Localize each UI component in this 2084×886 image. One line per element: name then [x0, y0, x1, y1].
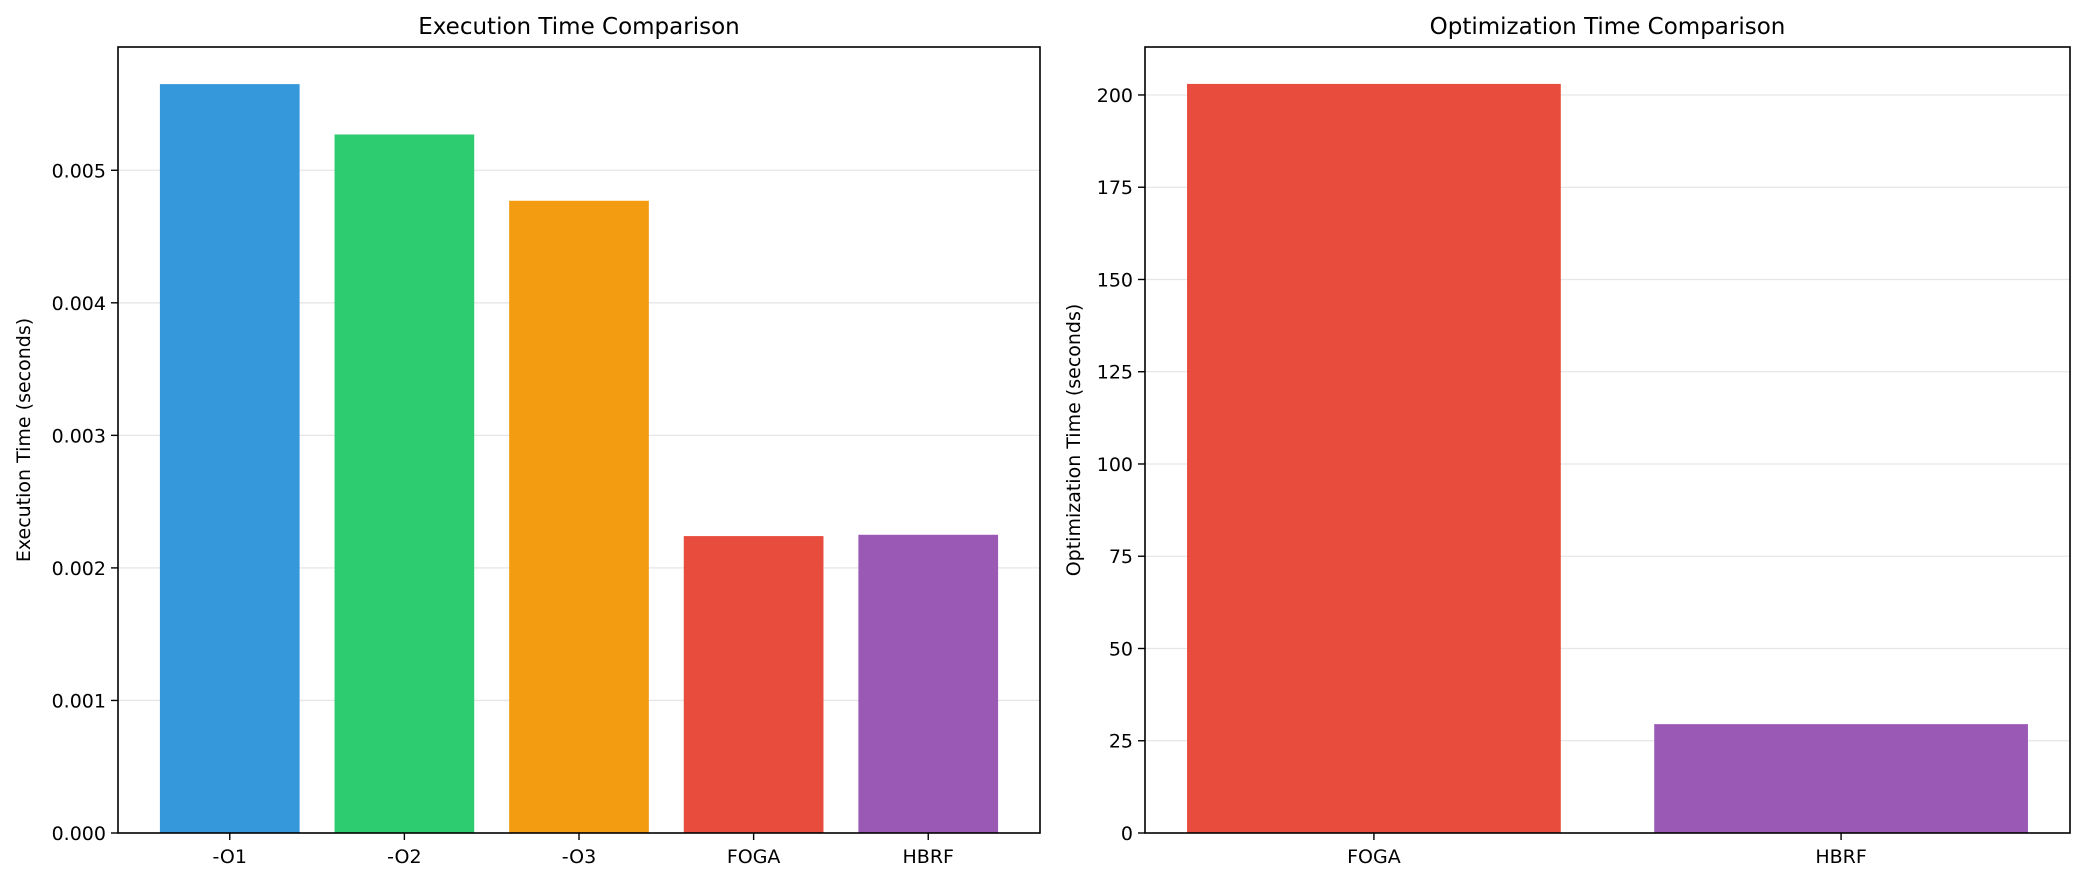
y-tick-label: 0.004	[52, 293, 106, 315]
y-tick-label: 150	[1097, 269, 1133, 291]
y-axis-label: Optimization Time (seconds)	[1063, 304, 1085, 577]
x-tick-label: FOGA	[727, 846, 781, 868]
bar-o2	[334, 134, 475, 834]
y-tick-label: 100	[1097, 454, 1133, 476]
execution-time-panel: 0.000 0.001 0.002 0.003 0.004 0.005 -O1 -O2 -O3 F…	[13, 14, 1041, 868]
x-tick-label: FOGA	[1347, 846, 1401, 868]
bar-o3	[509, 200, 649, 834]
x-tick-label: HBRF	[1815, 846, 1866, 868]
y-tick-label: 200	[1097, 85, 1133, 107]
plot-frame	[1144, 46, 2071, 834]
y-tick-label: 25	[1109, 731, 1133, 753]
y-tick-label: 125	[1097, 362, 1133, 384]
bar-o1	[159, 84, 300, 834]
y-tick-label: 50	[1109, 638, 1133, 660]
chart-title: Execution Time Comparison	[418, 14, 739, 40]
bar-foga	[1187, 83, 1561, 833]
bar-foga	[683, 536, 824, 833]
y-tick-label: 0.002	[52, 558, 106, 580]
x-tick-label: -O1	[213, 846, 247, 868]
y-tick-label: 0	[1121, 823, 1133, 845]
y-tick-label: 0.003	[52, 425, 106, 447]
y-tick-label: 175	[1097, 177, 1133, 199]
x-tick-label: HBRF	[903, 846, 954, 868]
y-axis-label: Execution Time (seconds)	[13, 318, 35, 562]
bar-hbrf	[1654, 724, 2028, 833]
y-tick-label: 0.005	[52, 160, 106, 182]
chart-title: Optimization Time Comparison	[1430, 14, 1786, 40]
y-tick-label: 75	[1109, 546, 1133, 568]
x-tick-label: -O3	[562, 846, 596, 868]
optimization-time-panel: 0 25 50 75 100 125 150 175 200 FOGA HBRF Optimizati…	[1063, 14, 2071, 868]
x-tick-label: -O2	[387, 846, 421, 868]
y-tick-label: 0.000	[52, 823, 106, 845]
bar-hbrf	[858, 534, 999, 833]
y-tick-label: 0.001	[52, 690, 106, 712]
